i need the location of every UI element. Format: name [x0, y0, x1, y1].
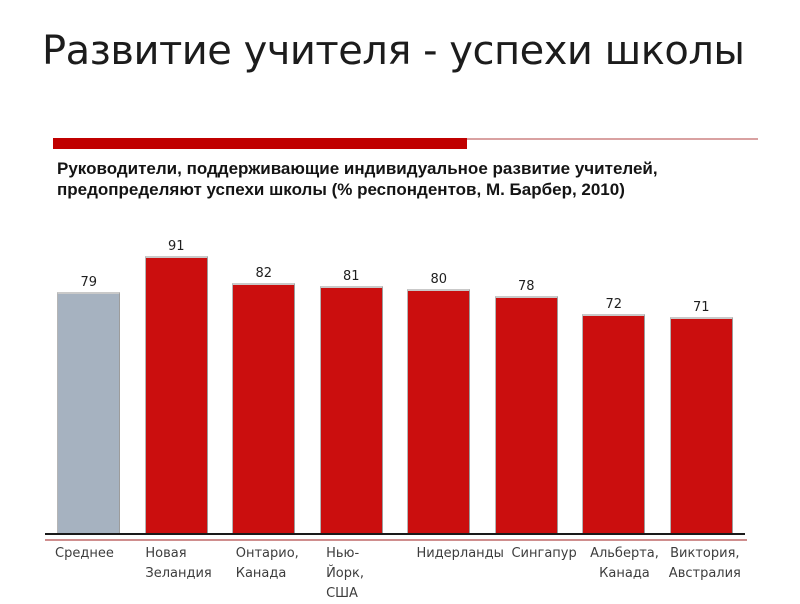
category-label: Нидерланды	[416, 546, 504, 561]
x-axis-red-underline	[45, 539, 747, 541]
bar-slot: 78	[483, 279, 571, 535]
category-label: Новая Зеландия	[145, 546, 212, 581]
category-label: Нью- Йорк, США	[326, 546, 364, 601]
chart-caption: Руководители, поддерживающие индивидуаль…	[57, 159, 658, 199]
bar-slot: 80	[395, 272, 483, 535]
bar-value-label: 71	[692, 300, 710, 315]
category-label: Альберта, Канада	[590, 546, 659, 581]
category-label: Сингапур	[511, 546, 577, 561]
slide-title: Развитие учителя - успехи школы	[42, 28, 745, 74]
bar	[582, 314, 646, 535]
bar-chart-plot-area: 79 91 82 81 80 78 72 71	[45, 228, 745, 535]
x-axis-line	[45, 533, 745, 535]
bar-value-label: 79	[80, 275, 98, 290]
bar	[57, 292, 121, 535]
bar-slot: 71	[658, 300, 746, 535]
bar-value-label: 72	[605, 297, 623, 312]
bar-slot: 91	[133, 239, 221, 535]
bar	[669, 317, 733, 535]
bar-value-label: 78	[517, 279, 535, 294]
bar	[319, 286, 383, 535]
bar-value-label: 82	[255, 266, 273, 281]
title-accent-decoration	[53, 138, 758, 150]
bar	[407, 289, 471, 535]
bar-slot: 79	[45, 275, 133, 535]
category-label: Виктория, Австралия	[668, 546, 741, 581]
bar-slot: 81	[308, 269, 396, 535]
bar-value-label: 81	[342, 269, 360, 284]
bar-value-label: 91	[167, 239, 185, 254]
bar-value-label: 80	[430, 272, 448, 287]
x-axis-category-labels: Среднее Новая Зеландия Онтарио, Канада Нью-…	[45, 544, 745, 604]
accent-thick-bar	[53, 138, 467, 149]
bar	[494, 296, 558, 535]
bar-slot: 82	[220, 266, 308, 535]
category-label: Онтарио, Канада	[235, 546, 299, 581]
category-label: Среднее	[55, 546, 114, 561]
bar	[144, 256, 208, 535]
bar	[232, 283, 296, 535]
bar-slot: 72	[570, 297, 658, 535]
